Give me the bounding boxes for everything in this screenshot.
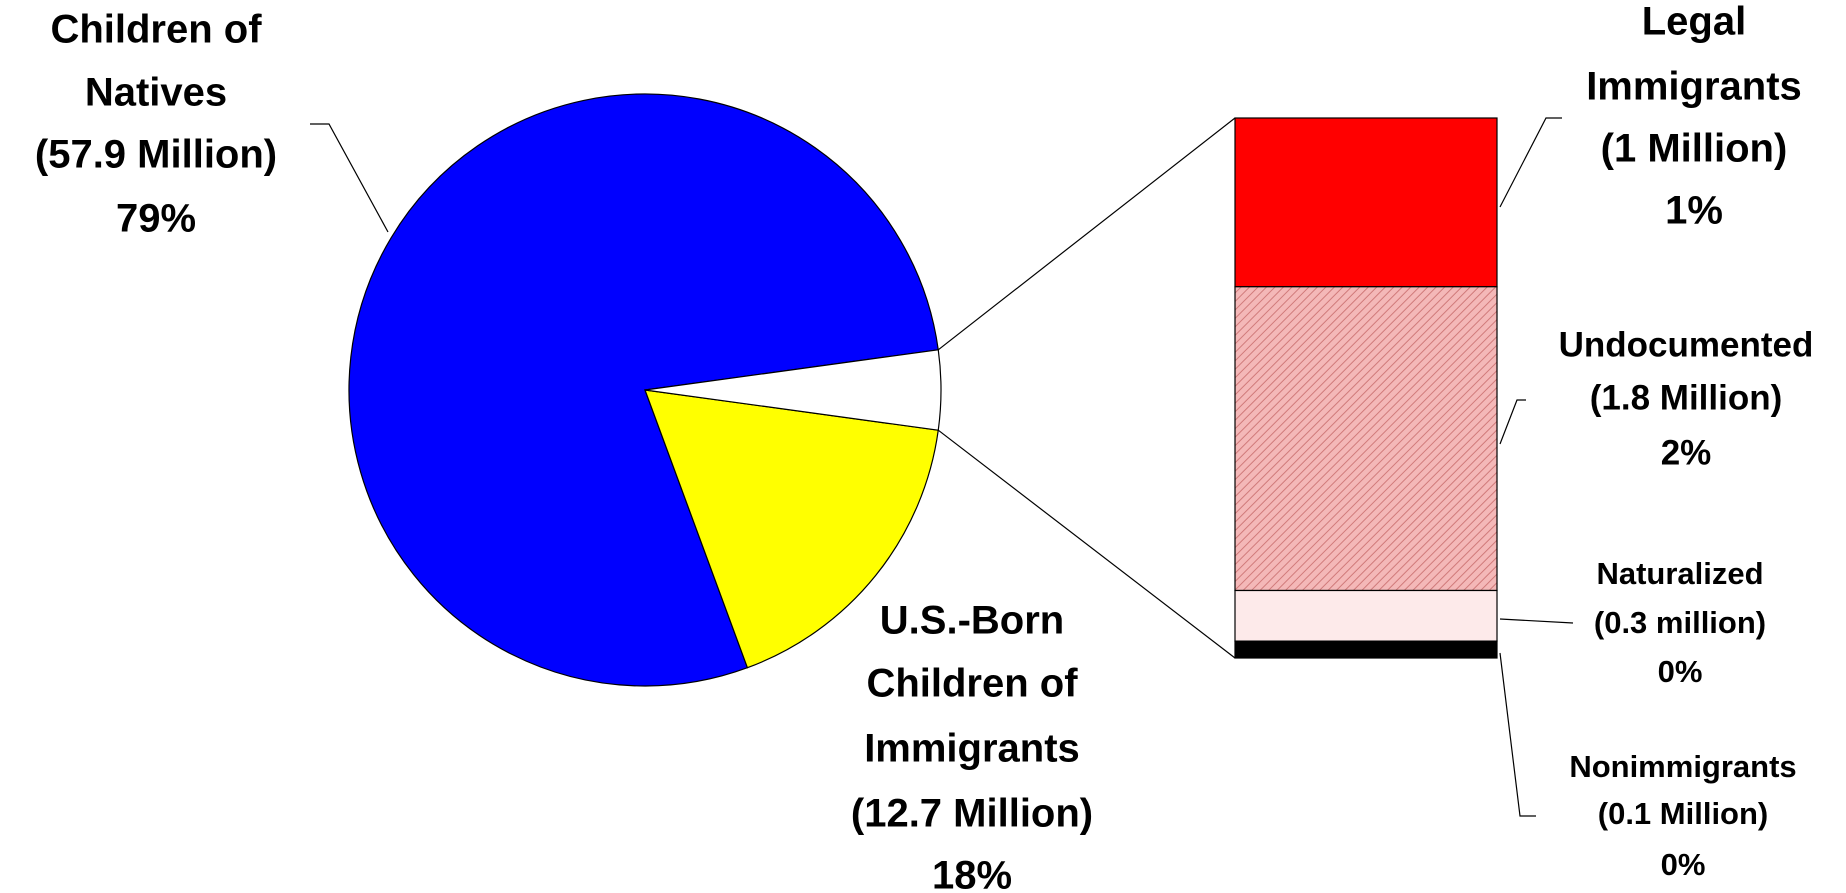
leader-line xyxy=(1499,399,1526,445)
connector xyxy=(937,117,1236,351)
data-label: (1.8 Million) xyxy=(1590,378,1783,417)
bar-segment xyxy=(1234,117,1498,288)
data-label: (1 Million) xyxy=(1601,127,1788,171)
bar-segment xyxy=(1234,589,1498,642)
leader-line xyxy=(1499,117,1562,208)
leader-line xyxy=(310,123,389,233)
pie-slice xyxy=(644,349,942,431)
data-label: (12.7 Million) xyxy=(851,792,1093,836)
pie-slice xyxy=(644,389,939,669)
leader-line xyxy=(1499,652,1536,817)
data-label: 18% xyxy=(932,854,1012,893)
data-label: (57.9 Million) xyxy=(35,133,277,177)
data-label: Undocumented xyxy=(1559,325,1814,364)
data-label: Nonimmigrants xyxy=(1569,749,1796,784)
leader-line xyxy=(1499,618,1574,624)
connector xyxy=(937,429,1236,659)
data-label: 0% xyxy=(1661,847,1706,882)
data-label: Children of xyxy=(866,662,1078,706)
data-label: 79% xyxy=(116,197,196,241)
data-label: Children of xyxy=(50,8,262,52)
data-label: Immigrants xyxy=(1586,65,1802,109)
data-label: (0.1 Million) xyxy=(1598,796,1769,831)
data-label: 1% xyxy=(1665,189,1723,233)
data-label: (0.3 million) xyxy=(1594,605,1766,640)
data-label: Immigrants xyxy=(864,727,1080,771)
data-label: 0% xyxy=(1658,654,1703,689)
bar-segment xyxy=(1234,640,1498,659)
data-label: Legal xyxy=(1642,0,1746,44)
data-label: 2% xyxy=(1661,433,1712,472)
pie-slice xyxy=(348,93,939,687)
data-label: U.S.-Born xyxy=(880,599,1064,643)
bar-segment xyxy=(1234,286,1498,592)
data-label: Naturalized xyxy=(1596,556,1763,591)
data-label: Natives xyxy=(85,71,227,115)
